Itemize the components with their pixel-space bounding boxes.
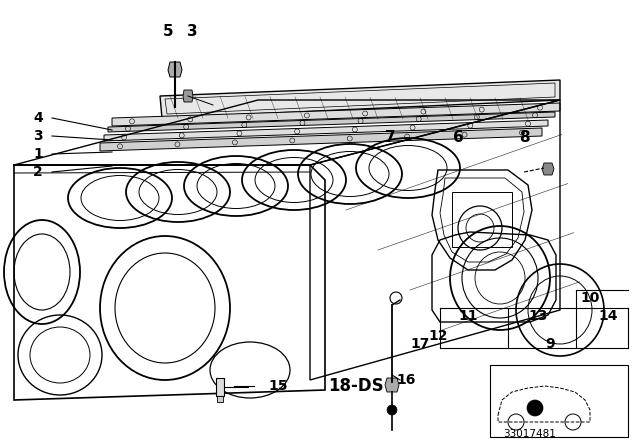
Polygon shape bbox=[160, 80, 560, 118]
Text: 13: 13 bbox=[528, 309, 548, 323]
Text: 2: 2 bbox=[33, 165, 43, 179]
Polygon shape bbox=[168, 62, 182, 77]
Polygon shape bbox=[104, 120, 548, 141]
Text: 10: 10 bbox=[580, 291, 600, 305]
Text: 11: 11 bbox=[458, 309, 477, 323]
Polygon shape bbox=[183, 90, 193, 102]
Bar bbox=[216, 378, 224, 396]
Polygon shape bbox=[108, 112, 555, 132]
Text: 4: 4 bbox=[33, 111, 43, 125]
Text: 3: 3 bbox=[187, 25, 197, 39]
Polygon shape bbox=[385, 378, 399, 392]
Bar bbox=[452, 192, 512, 247]
Text: 3: 3 bbox=[33, 129, 43, 143]
Text: 7: 7 bbox=[385, 130, 396, 146]
Circle shape bbox=[387, 405, 397, 415]
Text: 17: 17 bbox=[410, 337, 429, 351]
Polygon shape bbox=[100, 128, 542, 151]
Text: 5: 5 bbox=[163, 25, 173, 39]
Bar bbox=[490, 365, 628, 437]
Polygon shape bbox=[542, 163, 554, 175]
Text: 1: 1 bbox=[33, 147, 43, 161]
Text: 12: 12 bbox=[428, 329, 448, 343]
Bar bbox=[217, 396, 223, 402]
Text: 9: 9 bbox=[545, 337, 555, 351]
Text: 18-DS: 18-DS bbox=[328, 377, 384, 395]
Text: 15: 15 bbox=[268, 379, 288, 393]
Circle shape bbox=[527, 400, 543, 416]
Text: 8: 8 bbox=[518, 130, 529, 146]
Text: 33017481: 33017481 bbox=[504, 429, 556, 439]
Text: 6: 6 bbox=[452, 130, 463, 146]
Text: 14: 14 bbox=[598, 309, 618, 323]
Polygon shape bbox=[112, 103, 560, 126]
Text: 16: 16 bbox=[396, 373, 416, 387]
